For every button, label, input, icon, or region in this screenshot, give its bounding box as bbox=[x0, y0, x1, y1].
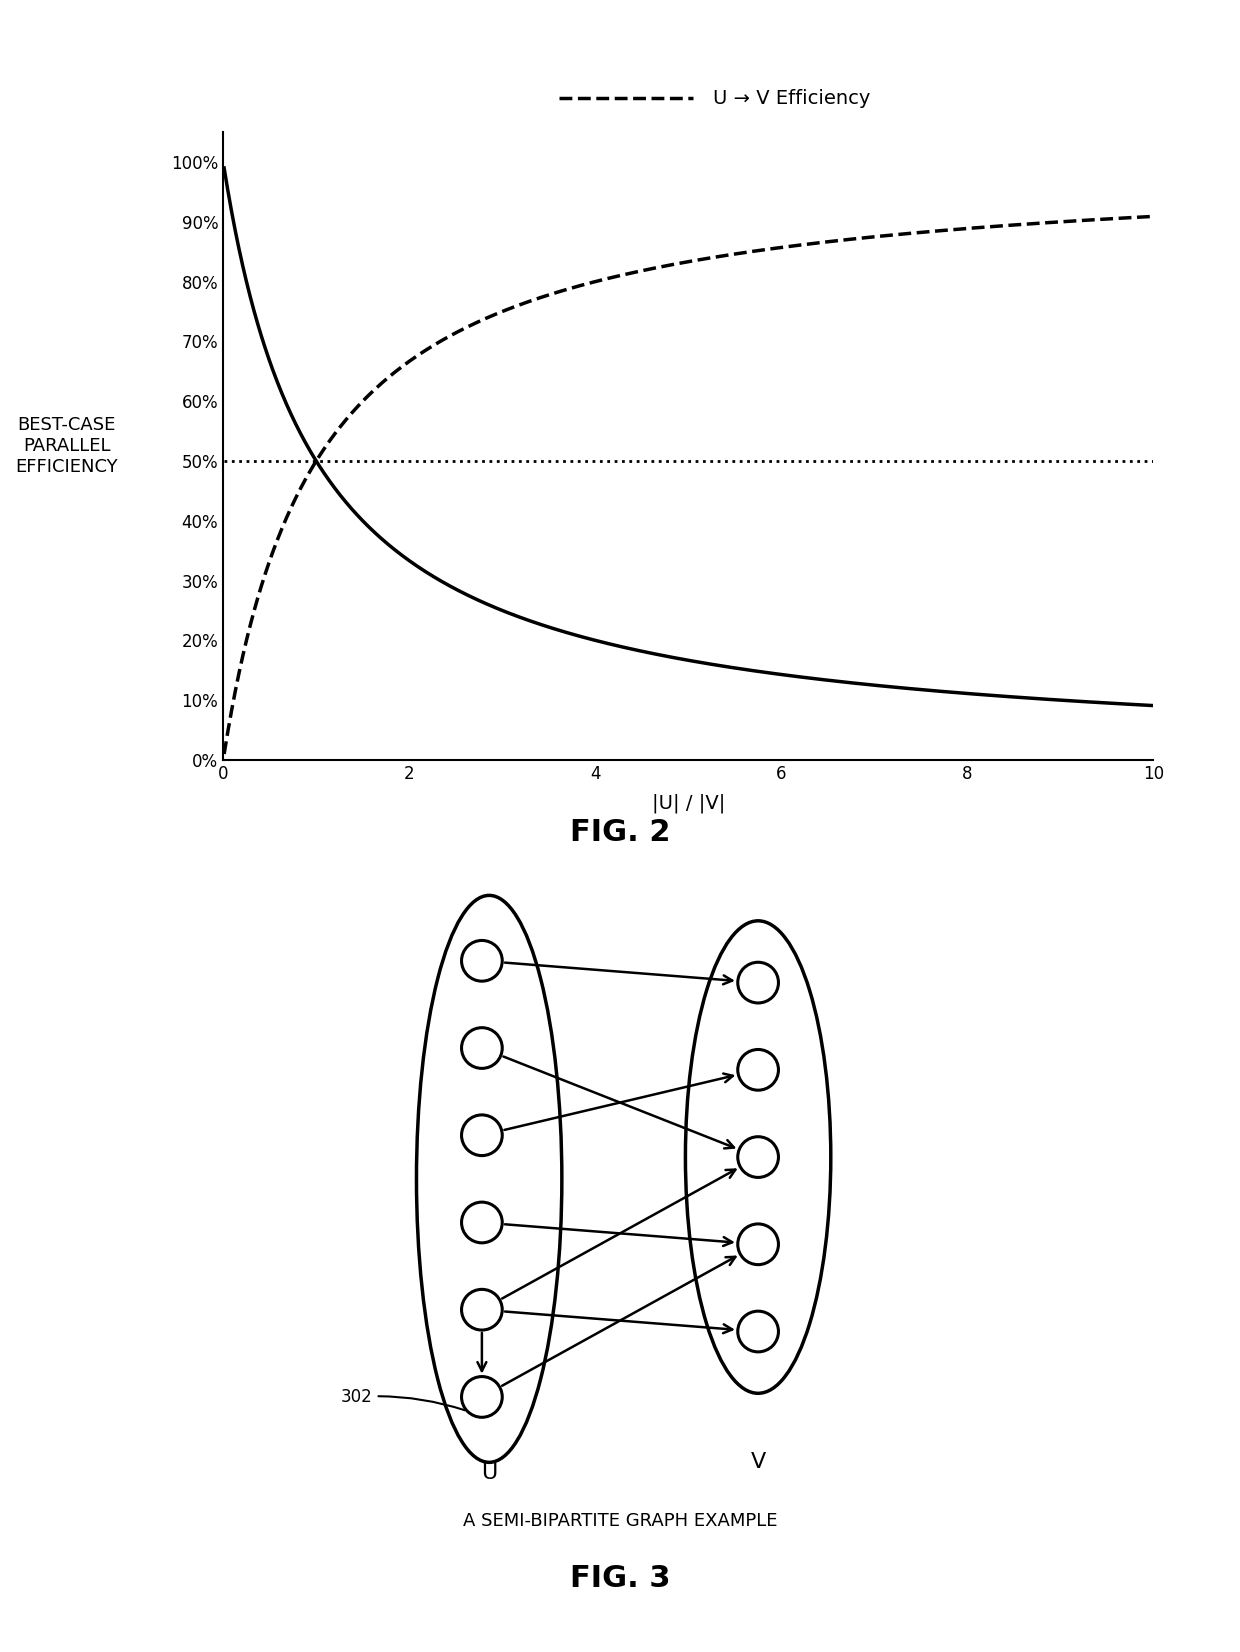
Circle shape bbox=[461, 1203, 502, 1242]
Text: FIG. 3: FIG. 3 bbox=[569, 1564, 671, 1593]
Circle shape bbox=[738, 961, 779, 1003]
Circle shape bbox=[738, 1312, 779, 1351]
Circle shape bbox=[461, 1376, 502, 1417]
X-axis label: |U| / |V|: |U| / |V| bbox=[651, 795, 725, 813]
Text: U → V Efficiency: U → V Efficiency bbox=[713, 89, 870, 107]
Circle shape bbox=[461, 1289, 502, 1330]
Text: 302: 302 bbox=[341, 1388, 465, 1411]
Text: Average Efficiency: Average Efficiency bbox=[713, 322, 894, 340]
Circle shape bbox=[738, 1224, 779, 1265]
Text: V: V bbox=[750, 1452, 766, 1472]
Circle shape bbox=[461, 1028, 502, 1069]
Text: A SEMI-BIPARTITE GRAPH EXAMPLE: A SEMI-BIPARTITE GRAPH EXAMPLE bbox=[463, 1512, 777, 1530]
Circle shape bbox=[738, 1049, 779, 1090]
Text: FIG. 2: FIG. 2 bbox=[569, 818, 671, 847]
Text: U: U bbox=[481, 1464, 497, 1483]
Y-axis label: BEST-CASE
PARALLEL
EFFICIENCY: BEST-CASE PARALLEL EFFICIENCY bbox=[16, 416, 118, 476]
Circle shape bbox=[461, 940, 502, 981]
Circle shape bbox=[461, 1115, 502, 1156]
Text: V → U Efficiency: V → U Efficiency bbox=[713, 198, 870, 216]
Circle shape bbox=[738, 1137, 779, 1178]
